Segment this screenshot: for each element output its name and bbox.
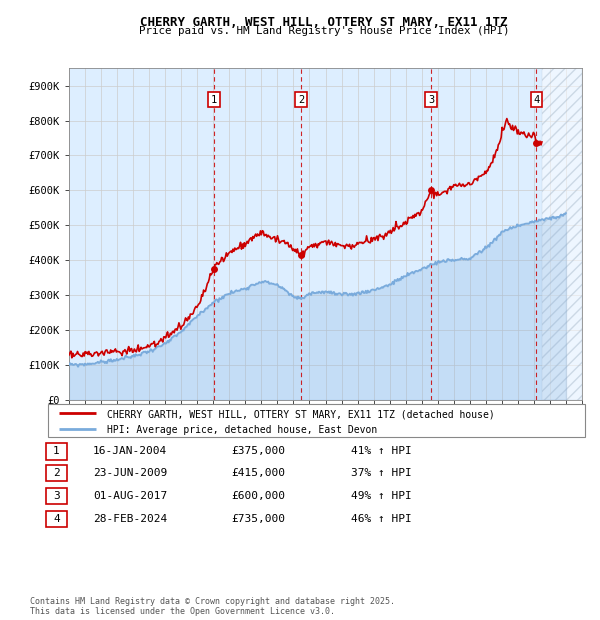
Text: HPI: Average price, detached house, East Devon: HPI: Average price, detached house, East…: [107, 425, 377, 435]
Text: 4: 4: [533, 95, 539, 105]
FancyBboxPatch shape: [46, 511, 67, 527]
Text: Contains HM Land Registry data © Crown copyright and database right 2025.: Contains HM Land Registry data © Crown c…: [30, 596, 395, 606]
Text: £375,000: £375,000: [231, 446, 285, 456]
Text: 46% ↑ HPI: 46% ↑ HPI: [351, 514, 412, 524]
FancyBboxPatch shape: [46, 465, 67, 481]
Text: 3: 3: [428, 95, 434, 105]
Text: CHERRY GARTH, WEST HILL, OTTERY ST MARY, EX11 1TZ (detached house): CHERRY GARTH, WEST HILL, OTTERY ST MARY,…: [107, 409, 495, 419]
Text: £415,000: £415,000: [231, 468, 285, 478]
Text: 23-JUN-2009: 23-JUN-2009: [93, 468, 167, 478]
Text: 37% ↑ HPI: 37% ↑ HPI: [351, 468, 412, 478]
Text: £600,000: £600,000: [231, 491, 285, 501]
Text: CHERRY GARTH, WEST HILL, OTTERY ST MARY, EX11 1TZ: CHERRY GARTH, WEST HILL, OTTERY ST MARY,…: [140, 16, 508, 29]
FancyBboxPatch shape: [46, 443, 67, 460]
Text: 4: 4: [53, 514, 60, 524]
FancyBboxPatch shape: [46, 487, 67, 505]
Text: 1: 1: [211, 95, 217, 105]
Text: 3: 3: [53, 491, 60, 501]
Text: 2: 2: [53, 468, 60, 478]
FancyBboxPatch shape: [48, 404, 585, 437]
Text: 2: 2: [298, 95, 304, 105]
Text: 49% ↑ HPI: 49% ↑ HPI: [351, 491, 412, 501]
Text: 28-FEB-2024: 28-FEB-2024: [93, 514, 167, 524]
Text: Price paid vs. HM Land Registry's House Price Index (HPI): Price paid vs. HM Land Registry's House …: [139, 26, 509, 36]
Text: 16-JAN-2004: 16-JAN-2004: [93, 446, 167, 456]
Text: This data is licensed under the Open Government Licence v3.0.: This data is licensed under the Open Gov…: [30, 606, 335, 616]
Text: 41% ↑ HPI: 41% ↑ HPI: [351, 446, 412, 456]
Text: 1: 1: [53, 446, 60, 456]
Text: 01-AUG-2017: 01-AUG-2017: [93, 491, 167, 501]
Text: £735,000: £735,000: [231, 514, 285, 524]
